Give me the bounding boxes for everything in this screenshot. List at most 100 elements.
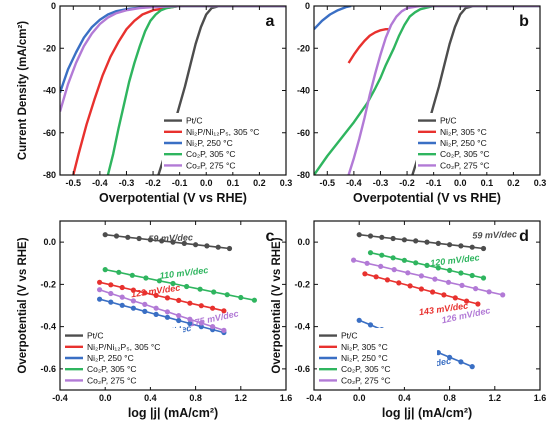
y-tick-label: 0.0 bbox=[43, 237, 56, 247]
data-point bbox=[469, 244, 475, 250]
legend-entry: Co₂P, 275 °C bbox=[440, 160, 490, 170]
data-point bbox=[130, 287, 136, 293]
data-point bbox=[413, 238, 419, 244]
data-point bbox=[164, 295, 170, 301]
x-tick-label: -0.4 bbox=[306, 393, 322, 403]
data-point bbox=[204, 243, 210, 249]
series-b-3 bbox=[314, 6, 540, 175]
series-c-3 bbox=[102, 267, 257, 303]
data-point bbox=[391, 267, 397, 273]
x-tick-label: 0.1 bbox=[227, 178, 240, 188]
data-point bbox=[445, 279, 452, 285]
x-axis-title: Overpotential (V vs RHE) bbox=[353, 191, 501, 205]
series-c-0 bbox=[102, 232, 233, 252]
x-tick-label: 0.1 bbox=[481, 178, 494, 188]
series-c-2 bbox=[97, 296, 227, 336]
series-line bbox=[60, 6, 286, 93]
data-point bbox=[125, 234, 131, 240]
legend-entry: Pt/C bbox=[440, 116, 457, 126]
series-d-4 bbox=[351, 257, 506, 298]
data-point bbox=[459, 282, 465, 288]
data-point bbox=[396, 280, 402, 286]
data-point bbox=[136, 235, 142, 242]
series-line bbox=[347, 6, 540, 175]
data-point bbox=[210, 305, 216, 311]
data-point bbox=[367, 233, 374, 239]
x-tick-label: 0.4 bbox=[144, 393, 157, 403]
data-point bbox=[142, 301, 148, 307]
x-tick-label: 0.4 bbox=[398, 393, 411, 403]
data-point bbox=[156, 278, 162, 284]
data-point bbox=[198, 324, 204, 330]
data-point bbox=[480, 245, 487, 252]
panel-letter: b bbox=[519, 13, 529, 30]
data-point bbox=[224, 292, 230, 298]
x-tick-label: -0.5 bbox=[320, 178, 336, 188]
y-tick-label: -40 bbox=[43, 86, 56, 96]
data-point bbox=[170, 280, 176, 287]
x-axis-title: log |j| (mA/cm²) bbox=[382, 406, 472, 420]
y-tick-label: 0 bbox=[51, 1, 56, 11]
data-point bbox=[401, 237, 407, 243]
data-point bbox=[108, 299, 114, 305]
data-point bbox=[181, 240, 187, 246]
legend-entry: Co₂P, 305 °C bbox=[186, 149, 236, 159]
x-tick-label: 1.2 bbox=[235, 393, 248, 403]
y-tick-label: -0.2 bbox=[40, 279, 56, 289]
data-point bbox=[469, 364, 475, 370]
data-point bbox=[170, 239, 176, 245]
data-point bbox=[413, 260, 419, 266]
data-point bbox=[187, 300, 193, 306]
x-tick-label: -0.3 bbox=[119, 178, 135, 188]
y-tick-label: -20 bbox=[297, 43, 310, 53]
panel-letter: a bbox=[266, 13, 275, 30]
x-tick-label: 0.8 bbox=[189, 393, 202, 403]
data-point bbox=[424, 239, 430, 245]
data-point bbox=[424, 262, 430, 268]
data-point bbox=[390, 235, 396, 242]
data-point bbox=[187, 316, 193, 322]
data-point bbox=[108, 282, 114, 288]
y-tick-label: -60 bbox=[43, 128, 56, 138]
y-tick-label: 0.0 bbox=[297, 237, 310, 247]
data-point bbox=[405, 270, 411, 276]
data-point bbox=[356, 232, 362, 238]
data-point bbox=[153, 292, 159, 298]
data-point bbox=[458, 359, 464, 365]
data-point bbox=[129, 272, 135, 278]
legend-entry: Ni₂P, 250 °C bbox=[341, 353, 388, 363]
data-point bbox=[221, 327, 227, 333]
legend-entry: Ni₂P, 250 °C bbox=[440, 138, 487, 148]
data-point bbox=[97, 287, 103, 293]
data-point bbox=[500, 292, 506, 298]
series-line bbox=[60, 6, 286, 112]
data-point bbox=[367, 250, 374, 256]
x-tick-label: -0.1 bbox=[426, 178, 442, 188]
series-a-4 bbox=[60, 6, 286, 112]
data-point bbox=[401, 257, 407, 263]
slope-label: 110 mV/dec bbox=[159, 265, 209, 281]
legend-entry: Pt/C bbox=[186, 116, 203, 126]
y-tick-label: -0.4 bbox=[40, 322, 56, 332]
data-point bbox=[176, 297, 182, 303]
x-tick-label: 0.3 bbox=[280, 178, 293, 188]
data-point bbox=[113, 233, 120, 239]
data-point bbox=[452, 295, 458, 301]
y-tick-label: -40 bbox=[297, 86, 310, 96]
data-point bbox=[435, 265, 441, 271]
data-point bbox=[384, 277, 390, 283]
data-point bbox=[143, 275, 149, 281]
data-point bbox=[193, 242, 199, 248]
y-axis-title: Overpotential (V vs RHE) bbox=[271, 237, 283, 373]
data-point bbox=[184, 283, 190, 290]
data-point bbox=[97, 279, 103, 285]
data-point bbox=[407, 283, 413, 289]
legend-entry: Ni₂P/Ni₁₂P₅, 305 °C bbox=[186, 127, 259, 137]
legend-entry: Co₂P, 305 °C bbox=[87, 364, 137, 374]
data-point bbox=[458, 243, 464, 249]
data-point bbox=[351, 257, 357, 263]
y-tick-label: -80 bbox=[43, 170, 56, 180]
